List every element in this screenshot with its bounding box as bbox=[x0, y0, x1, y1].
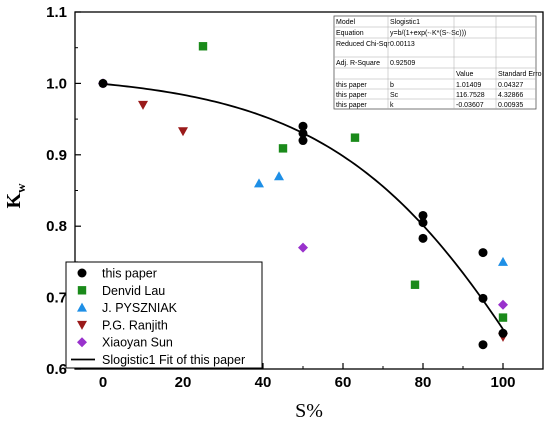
data-point bbox=[498, 313, 508, 322]
data-point bbox=[478, 293, 488, 303]
stats-cell: -0.03607 bbox=[456, 102, 484, 109]
x-tick-label: 100 bbox=[490, 374, 515, 391]
stats-cell: this paper bbox=[336, 102, 367, 109]
stats-cell: Sc bbox=[390, 92, 399, 99]
data-point bbox=[298, 128, 308, 138]
x-tick-label: 60 bbox=[335, 374, 352, 391]
x-tick-label: 40 bbox=[255, 374, 272, 391]
y-tick-label: 1.0 bbox=[46, 75, 67, 92]
data-point bbox=[478, 248, 488, 258]
stats-cell: y=b/(1+exp(-·K*(S-·Sc))) bbox=[390, 30, 466, 37]
y-axis-title: Kw bbox=[3, 183, 28, 209]
stats-cell: Model bbox=[336, 19, 356, 26]
x-tick-label: 0 bbox=[99, 374, 107, 391]
legend-label: J. PYSZNIAK bbox=[102, 301, 178, 315]
data-point bbox=[198, 42, 208, 51]
stats-cell: Equation bbox=[336, 30, 364, 37]
data-point bbox=[478, 340, 488, 350]
data-point bbox=[278, 144, 288, 153]
stats-cell: this paper bbox=[336, 82, 367, 89]
legend-label: Slogistic1 Fit of this paper bbox=[102, 353, 245, 367]
data-point bbox=[410, 280, 420, 289]
legend-marker bbox=[77, 286, 87, 295]
data-point bbox=[418, 218, 428, 228]
stats-cell: Slogistic1 bbox=[390, 19, 420, 26]
x-tick-label: 20 bbox=[175, 374, 192, 391]
data-point bbox=[98, 78, 108, 88]
data-point bbox=[254, 178, 264, 188]
x-tick-label: 80 bbox=[415, 374, 432, 391]
stats-cell: 0.92509 bbox=[390, 60, 415, 67]
stats-frame bbox=[333, 15, 537, 110]
data-point bbox=[498, 299, 508, 310]
stats-cell: Standard Erro bbox=[498, 71, 542, 78]
legend-marker bbox=[77, 268, 87, 278]
fit-statistics-table: Model Slogistic1 Equation y=b/(1+exp(-·K*(S… bbox=[333, 15, 542, 110]
y-tick-label: 0.9 bbox=[46, 147, 67, 164]
data-point bbox=[498, 256, 508, 266]
x-axis-title: S% bbox=[295, 400, 323, 422]
y-tick-label: 1.1 bbox=[46, 4, 67, 21]
stats-cell: 0.04327 bbox=[498, 82, 523, 89]
stats-cell: this paper bbox=[336, 92, 367, 99]
data-point bbox=[298, 242, 308, 253]
stats-cell: Adj. R-Square bbox=[336, 60, 380, 67]
legend-label: Denvid Lau bbox=[102, 284, 165, 298]
legend-label: Xiaoyan Sun bbox=[102, 336, 173, 350]
data-point bbox=[418, 210, 428, 220]
legend-marker bbox=[77, 302, 87, 312]
y-axis-title-main: K bbox=[3, 192, 25, 208]
data-point bbox=[138, 100, 148, 110]
legend-box bbox=[65, 261, 263, 369]
stats-cell: 116.7528 bbox=[456, 92, 485, 99]
stats-cell: 0.00935 bbox=[498, 102, 523, 109]
legend: this paper Denvid Lau J. PYSZNIAK P.G. Ranj… bbox=[65, 261, 263, 369]
legend-label: this paper bbox=[102, 267, 157, 281]
data-point bbox=[298, 136, 308, 146]
data-point bbox=[498, 328, 508, 338]
stats-cell: Reduced Chi-Sqr bbox=[336, 41, 390, 48]
legend-marker bbox=[77, 320, 87, 330]
axis-ticks: 0 20 40 60 80 100 0.6 0.7 0.8 0.9 1.0 1.1 bbox=[46, 4, 515, 391]
stats-cell: 0.00113 bbox=[390, 41, 415, 48]
stats-cell: 4.32866 bbox=[498, 92, 523, 99]
data-point bbox=[178, 127, 188, 137]
y-tick-label: 0.6 bbox=[46, 361, 67, 378]
legend-label: P.G. Ranjith bbox=[102, 318, 168, 332]
data-point bbox=[298, 121, 308, 131]
stats-cell: b bbox=[390, 82, 394, 89]
legend-marker bbox=[77, 337, 87, 348]
y-tick-label: 0.7 bbox=[46, 290, 67, 307]
stats-cell: Value bbox=[456, 71, 473, 78]
stats-cell: 1.01409 bbox=[456, 82, 481, 89]
data-point bbox=[418, 233, 428, 243]
data-point bbox=[274, 171, 284, 181]
data-point bbox=[350, 133, 360, 142]
y-tick-label: 0.8 bbox=[46, 218, 67, 235]
y-axis-title-sub: w bbox=[13, 183, 28, 193]
stats-cell: k bbox=[390, 102, 394, 109]
points-layer bbox=[98, 42, 508, 350]
